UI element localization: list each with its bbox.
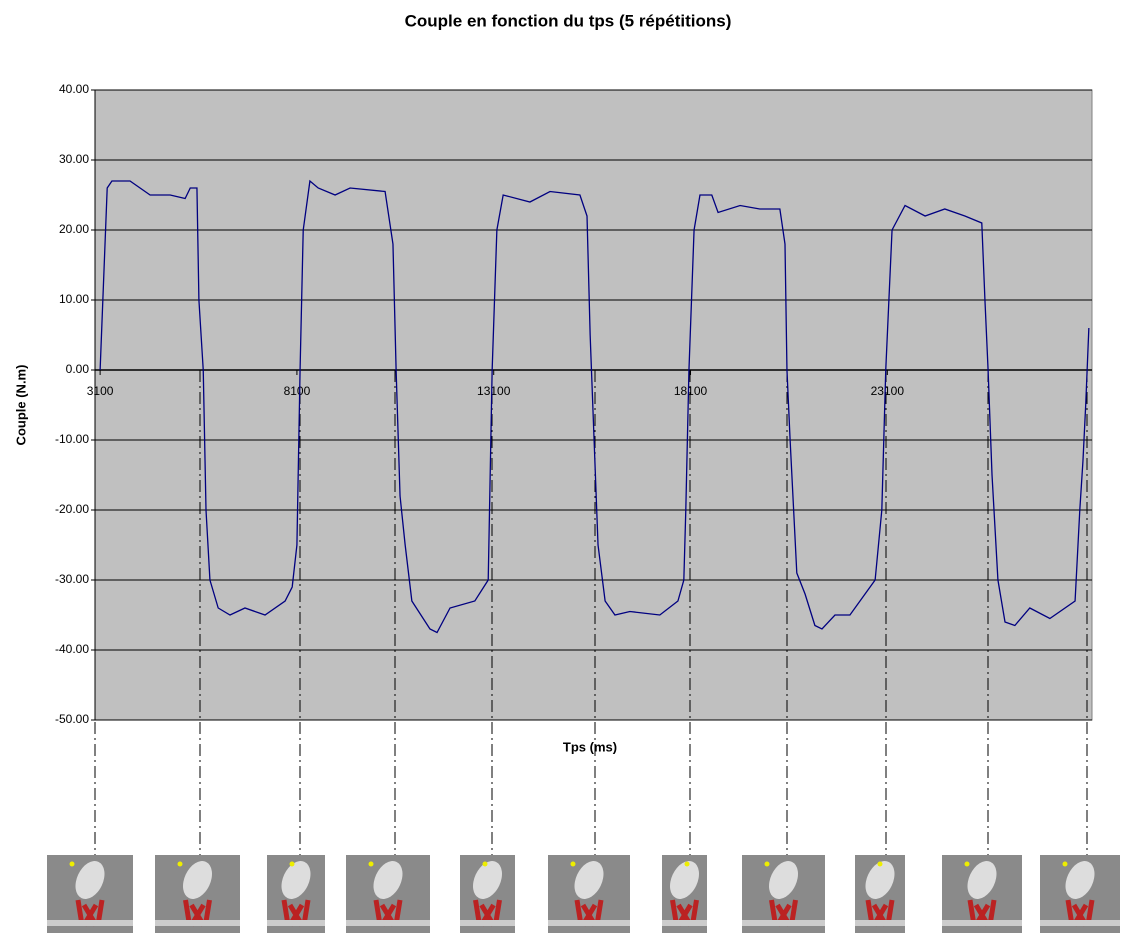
- spine: [47, 920, 133, 926]
- x-tick-label: 13100: [477, 384, 511, 398]
- spine: [346, 920, 430, 926]
- thumbnail: [267, 855, 325, 933]
- marker: [965, 862, 970, 867]
- spine: [155, 920, 240, 926]
- y-tick-label: -40.00: [55, 642, 89, 656]
- marker: [70, 862, 75, 867]
- y-tick-label: -10.00: [55, 432, 89, 446]
- spine: [460, 920, 515, 926]
- y-tick-label: -50.00: [55, 712, 89, 726]
- x-tick-label: 23100: [871, 384, 905, 398]
- marker: [765, 862, 770, 867]
- marker: [290, 862, 295, 867]
- spine: [662, 920, 707, 926]
- thumbnail: [155, 855, 240, 933]
- thumbnail: [548, 855, 630, 933]
- plot-area: [95, 90, 1092, 720]
- spine: [855, 920, 905, 926]
- chart: Couple en fonction du tps (5 répétitions…: [0, 0, 1136, 933]
- thumbnail: [742, 855, 825, 933]
- chart-title: Couple en fonction du tps (5 répétitions…: [405, 11, 732, 30]
- y-tick-label: 10.00: [59, 292, 89, 306]
- thumbnail: [460, 855, 515, 933]
- x-tick-label: 8100: [284, 384, 311, 398]
- x-tick-label: 18100: [674, 384, 708, 398]
- spine: [267, 920, 325, 926]
- page: Couple en fonction du tps (5 répétitions…: [0, 0, 1136, 933]
- marker: [685, 862, 690, 867]
- spine: [548, 920, 630, 926]
- marker: [483, 862, 488, 867]
- thumbnail: [1040, 855, 1120, 933]
- thumbnail: [346, 855, 430, 933]
- y-tick-label: -30.00: [55, 572, 89, 586]
- thumbnail: [855, 855, 905, 933]
- marker: [1063, 862, 1068, 867]
- spine: [742, 920, 825, 926]
- marker: [178, 862, 183, 867]
- y-tick-label: -20.00: [55, 502, 89, 516]
- y-tick-label: 0.00: [66, 362, 90, 376]
- x-tick-label: 3100: [87, 384, 114, 398]
- thumbnail: [662, 855, 707, 933]
- y-tick-label: 40.00: [59, 82, 89, 96]
- y-tick-label: 30.00: [59, 152, 89, 166]
- marker: [369, 862, 374, 867]
- marker: [571, 862, 576, 867]
- spine: [942, 920, 1022, 926]
- thumbnail: [942, 855, 1022, 933]
- x-axis-label: Tps (ms): [563, 739, 617, 754]
- thumbnail: [47, 855, 133, 933]
- marker: [878, 862, 883, 867]
- spine: [1040, 920, 1120, 926]
- y-axis-label: Couple (N.m): [13, 365, 28, 446]
- y-tick-label: 20.00: [59, 222, 89, 236]
